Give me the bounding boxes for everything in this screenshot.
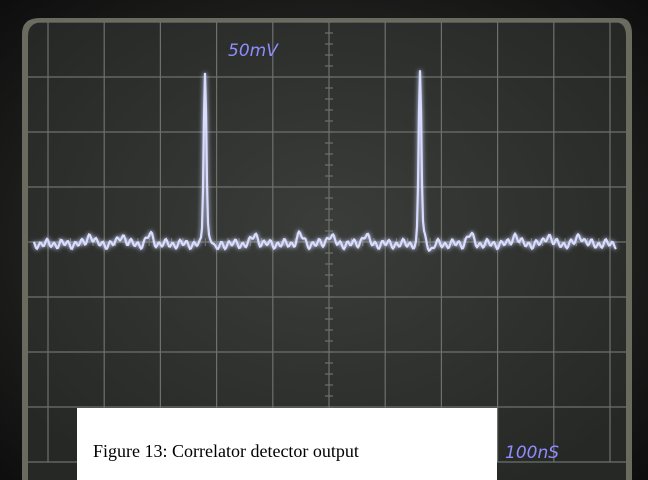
screen <box>28 22 626 480</box>
caption-box: Figure 13: Correlator detector output <box>77 408 497 480</box>
graticule <box>28 21 626 463</box>
volts-label: 50mV <box>228 41 279 61</box>
caption: Figure 13: Correlator detector output <box>93 441 359 461</box>
time-label: 100nS <box>505 443 559 463</box>
trace <box>32 70 617 253</box>
